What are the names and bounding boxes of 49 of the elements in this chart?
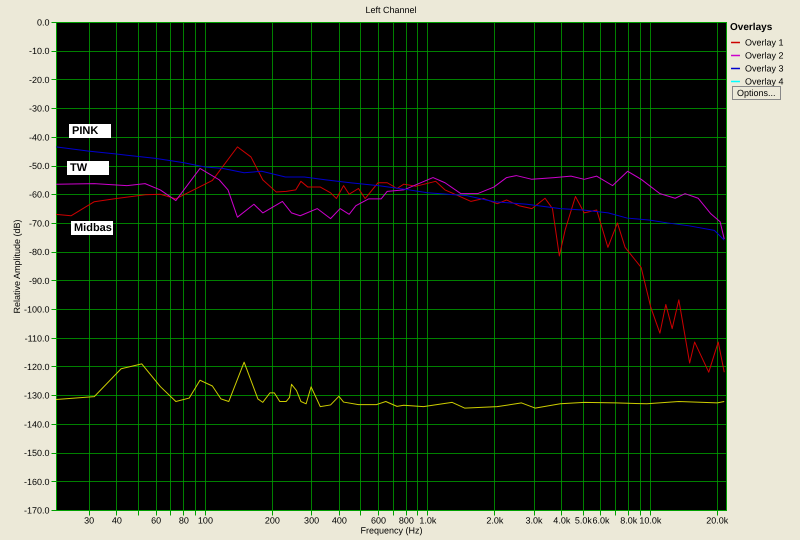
x-tick-label: 600 (371, 516, 386, 526)
x-tick-label: 4.0k (553, 516, 571, 526)
x-tick-label: 40 (112, 516, 122, 526)
x-tick-label: 200 (264, 516, 280, 526)
legend-title: Overlays (730, 22, 773, 33)
x-tick-label: 30 (84, 516, 94, 526)
y-tick-label: -150.0 (24, 448, 50, 458)
x-axis-title: Frequency (Hz) (360, 526, 423, 536)
y-tick-label: -70.0 (28, 218, 50, 228)
x-tick-label: 6.0k (592, 516, 610, 526)
chart-title: Left Channel (365, 5, 417, 15)
x-tick-label: 2.0k (486, 516, 504, 526)
y-tick-label: -170.0 (24, 506, 50, 516)
x-tick-label: 10.0k (639, 516, 662, 526)
y-tick-label: -120.0 (24, 362, 50, 372)
annotation: Midbas (71, 221, 113, 235)
y-tick-label: -90.0 (28, 276, 50, 286)
text: Options... (732, 86, 781, 100)
y-tick-label: -50.0 (28, 161, 50, 172)
x-tick-label: 5.0k (574, 516, 592, 526)
y-tick-label: -80.0 (28, 247, 50, 258)
annotation: TW (67, 161, 109, 175)
y-axis-title: Relative Amplitude (dB) (12, 219, 22, 314)
legend-label: Overlay 3 (745, 64, 784, 74)
y-tick-label: -10.0 (28, 46, 50, 56)
y-tick-label: -20.0 (28, 74, 50, 85)
x-tick-label: 3.0k (526, 516, 544, 526)
y-tick-label: -140.0 (24, 419, 50, 430)
y-tick-label: -130.0 (24, 390, 50, 401)
annotation: PINK (69, 124, 111, 138)
x-tick-label: 100 (198, 516, 213, 526)
y-tick-label: -60.0 (28, 190, 50, 200)
legend-label: Overlay 4 (745, 76, 784, 86)
x-tick-label: 800 (398, 516, 414, 526)
x-tick-label: 20.0k (706, 516, 729, 526)
y-tick-label: -160.0 (24, 476, 50, 487)
y-tick-label: 0.0 (36, 18, 50, 28)
y-tick-label: -40.0 (28, 132, 50, 142)
x-tick-label: 60 (151, 516, 162, 526)
legend-label: Overlay 1 (745, 38, 784, 48)
y-tick-label: -100.0 (24, 304, 50, 315)
legend-label: Overlay 2 (745, 50, 784, 60)
x-tick-label: 1.0k (419, 516, 437, 526)
y-tick-label: -30.0 (28, 104, 50, 114)
x-tick-label: 8.0k (620, 516, 638, 526)
x-tick-label: 400 (332, 516, 347, 526)
y-tick-label: -110.0 (24, 333, 50, 344)
x-tick-label: 80 (178, 516, 189, 526)
x-tick-label: 300 (304, 516, 320, 526)
